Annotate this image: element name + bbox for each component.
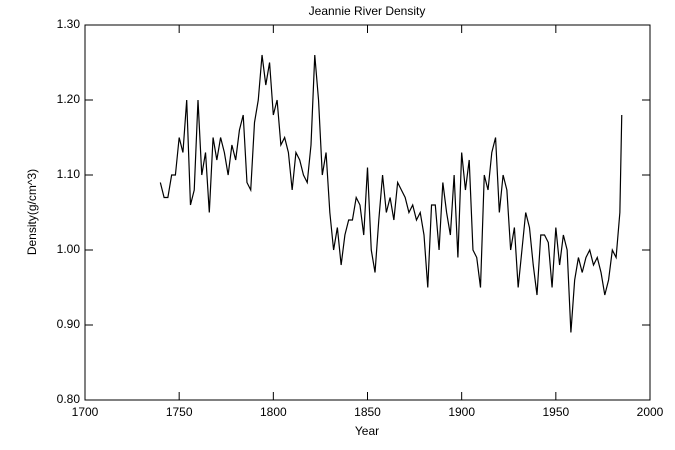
y-tick-label: 1.20 <box>57 92 81 106</box>
plot-frame <box>84 24 651 401</box>
x-tick-label: 1800 <box>260 405 287 419</box>
chart-title: Jeannie River Density <box>309 4 426 18</box>
x-tick-label: 1950 <box>542 405 569 419</box>
y-tick-label: 0.80 <box>57 392 81 406</box>
y-tick-label: 1.30 <box>57 17 81 31</box>
x-tick-label: 1900 <box>448 405 475 419</box>
data-line <box>159 54 623 333</box>
y-tick-label: 1.10 <box>57 167 81 181</box>
x-tick-label: 1850 <box>354 405 381 419</box>
x-tick-label: 1700 <box>72 405 99 419</box>
x-tick-label: 2000 <box>637 405 664 419</box>
x-axis-label: Year <box>355 424 379 438</box>
y-axis-label: Density(g/cm^3) <box>25 169 39 255</box>
y-tick-label: 1.00 <box>57 242 81 256</box>
x-tick-label: 1750 <box>166 405 193 419</box>
y-tick-label: 0.90 <box>57 317 81 331</box>
